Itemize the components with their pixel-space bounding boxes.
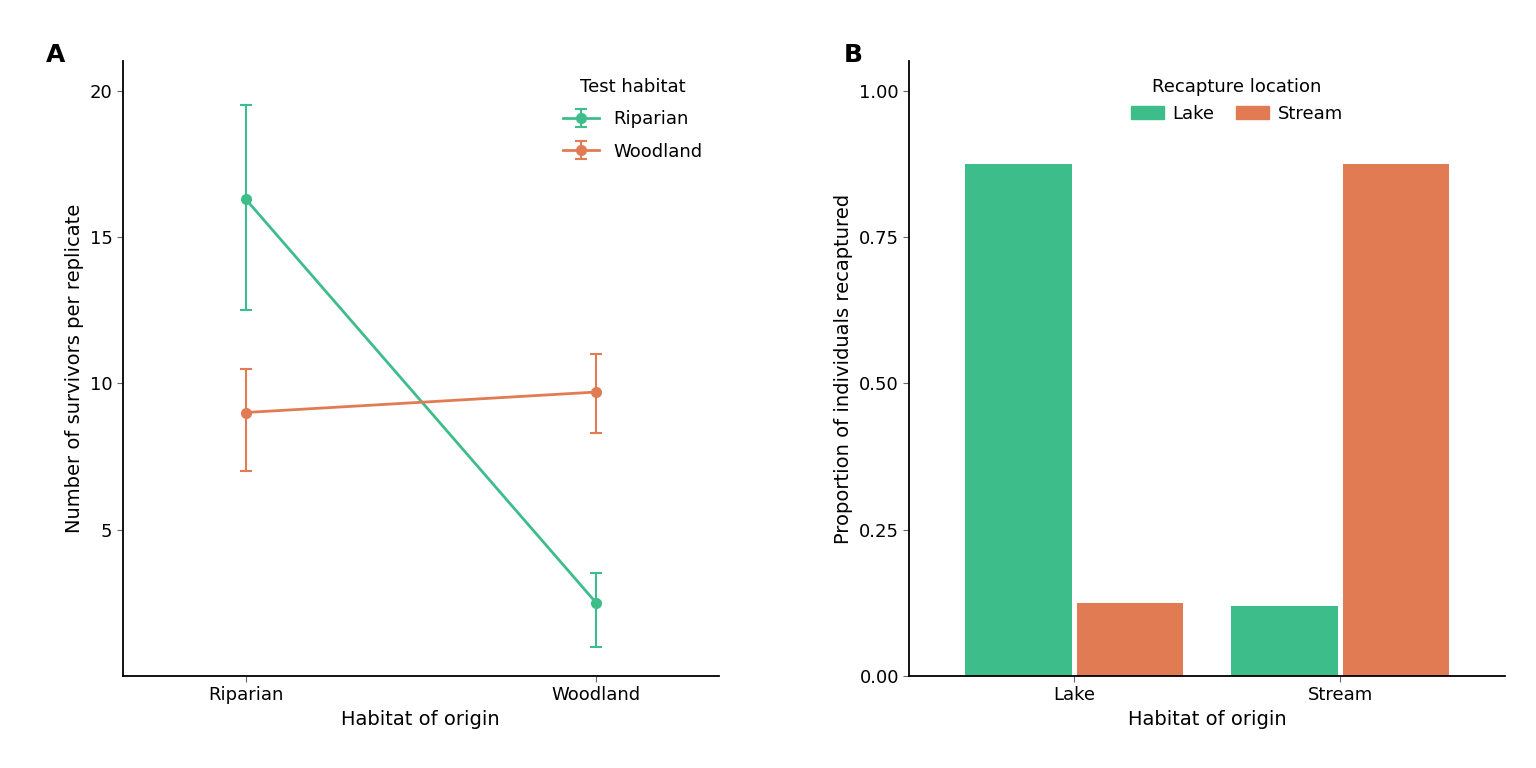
- Legend: Lake, Stream: Lake, Stream: [1124, 71, 1350, 130]
- Bar: [1342, 164, 1450, 676]
- X-axis label: Habitat of origin: Habitat of origin: [1127, 710, 1287, 729]
- Y-axis label: Proportion of individuals recaptured: Proportion of individuals recaptured: [834, 194, 854, 544]
- Y-axis label: Number of survivors per replicate: Number of survivors per replicate: [65, 204, 84, 533]
- Bar: [1077, 603, 1183, 676]
- Bar: [1232, 606, 1338, 676]
- Bar: [965, 164, 1072, 676]
- Legend: Riparian, Woodland: Riparian, Woodland: [556, 71, 710, 167]
- Text: A: A: [46, 43, 65, 67]
- X-axis label: Habitat of origin: Habitat of origin: [341, 710, 501, 729]
- Text: B: B: [843, 43, 863, 67]
